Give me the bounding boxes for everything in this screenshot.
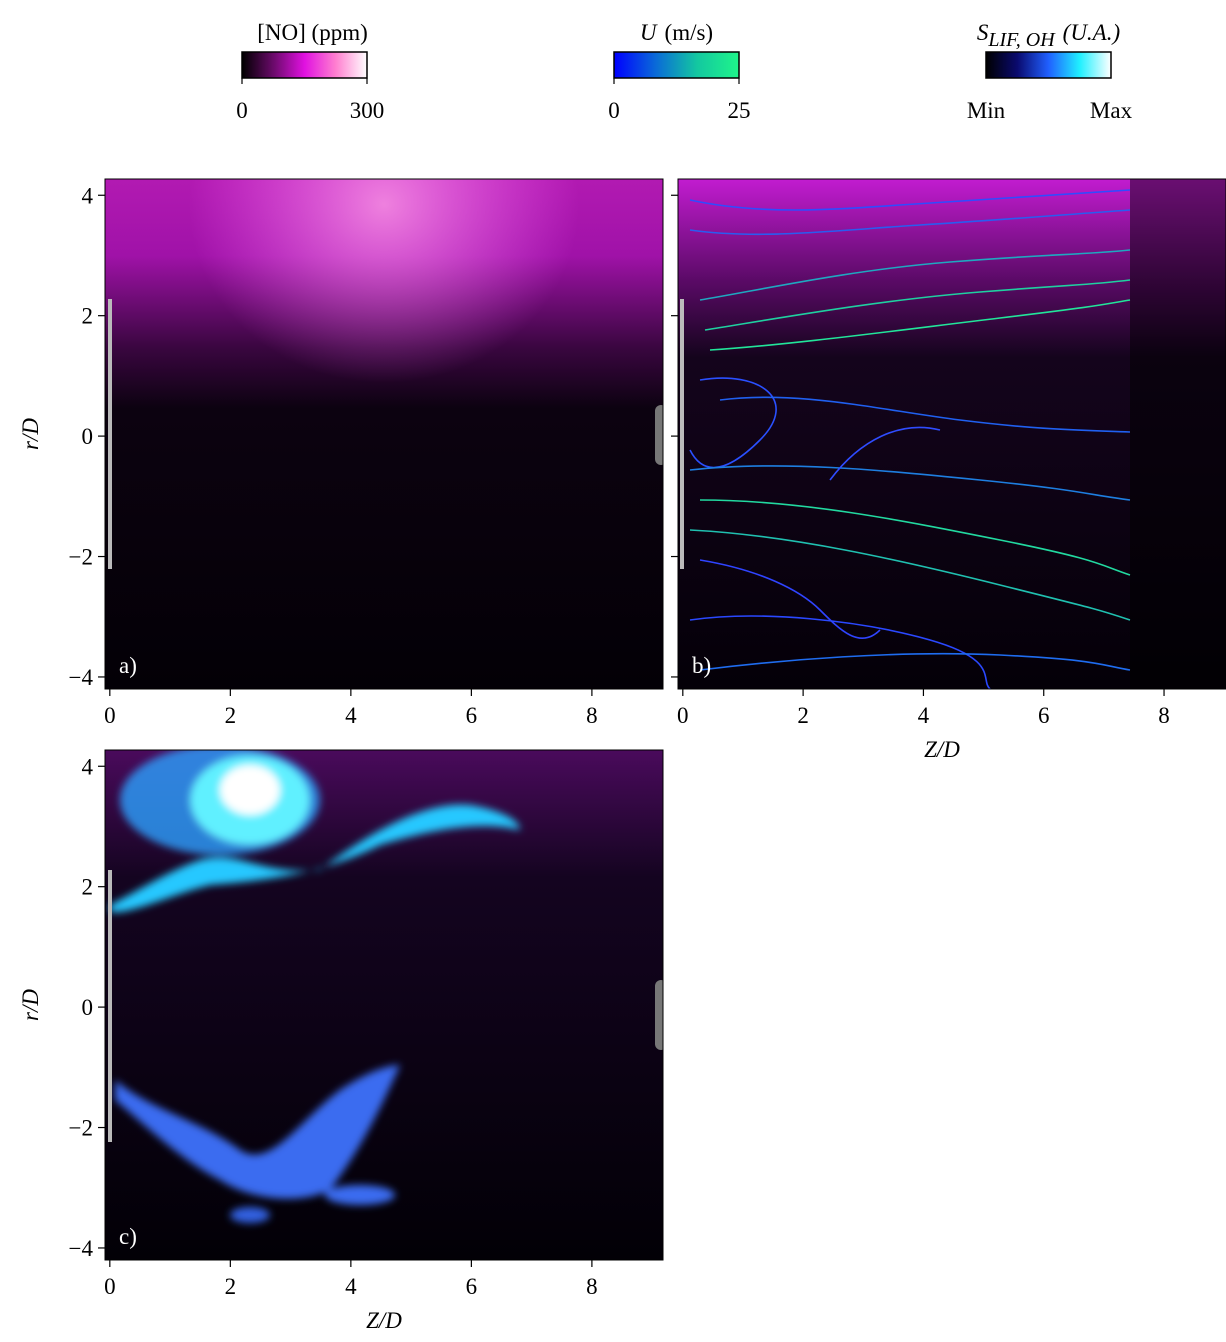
title-symbol: U — [640, 20, 658, 45]
y-tick-label: −2 — [69, 545, 93, 570]
y-tick-label: −4 — [69, 665, 94, 690]
colorbar-title: [NO] (ppm) — [257, 20, 368, 45]
y-tick-label: 0 — [82, 995, 94, 1020]
x-tick-label: 2 — [225, 1274, 237, 1299]
x-tick-label: 8 — [1158, 703, 1170, 728]
panel-label: b) — [692, 653, 711, 678]
tick-label: 25 — [728, 98, 751, 123]
title-sub: LIF, OH — [987, 29, 1056, 51]
axes-frame — [104, 178, 664, 690]
x-tick-label: 6 — [466, 1274, 478, 1299]
panel-label: c) — [119, 1224, 137, 1249]
x-tick-label: 2 — [225, 703, 237, 728]
y-axis-label: r/D — [18, 989, 43, 1021]
colorbar — [241, 51, 368, 79]
y-tick-label: 4 — [82, 754, 94, 779]
panel-label: a) — [119, 653, 137, 678]
x-tick-label: 4 — [345, 1274, 357, 1299]
x-tick-label: 2 — [797, 703, 809, 728]
injector — [680, 299, 684, 569]
panel-b-image — [678, 179, 1226, 690]
panel-c-image — [105, 750, 663, 1260]
y-tick-label: −4 — [69, 1236, 94, 1261]
y-tick-label: 2 — [82, 304, 94, 329]
x-tick-label: 8 — [586, 1274, 598, 1299]
tick-label: Max — [1090, 98, 1133, 123]
colorbar — [613, 51, 740, 79]
y-tick-label: 2 — [82, 875, 94, 900]
title-text: [NO] (ppm) — [257, 20, 368, 45]
title-text: (m/s) — [665, 20, 714, 45]
x-tick-label: 0 — [104, 1274, 116, 1299]
panel-a-image — [105, 179, 663, 689]
title-text: (U.A.) — [1063, 20, 1120, 45]
tick-label: 0 — [608, 98, 620, 123]
x-tick-label: 4 — [345, 703, 357, 728]
tick-label: 0 — [236, 98, 248, 123]
colorbar-title: SLIF, OH (U.A.) — [977, 20, 1120, 51]
x-tick-label: 8 — [586, 703, 598, 728]
colorbar — [985, 51, 1112, 79]
x-axis-label: Z/D — [924, 737, 960, 762]
x-tick-label: 0 — [104, 703, 116, 728]
injector — [108, 870, 112, 1142]
x-tick-label: 4 — [918, 703, 930, 728]
colorbar-title: U (m/s) — [640, 20, 713, 45]
x-tick-label: 6 — [1038, 703, 1050, 728]
tick-label: Min — [967, 98, 1006, 123]
axes-frame — [677, 178, 1226, 690]
x-axis-label: Z/D — [366, 1308, 402, 1333]
y-axis-label: r/D — [18, 418, 43, 450]
x-tick-label: 6 — [466, 703, 478, 728]
y-tick-label: −2 — [69, 1116, 93, 1141]
y-tick-label: 0 — [82, 424, 94, 449]
injector — [108, 299, 112, 569]
x-tick-label: 0 — [677, 703, 689, 728]
tick-label: 300 — [350, 98, 385, 123]
axes-frame — [104, 749, 664, 1261]
y-tick-label: 4 — [82, 183, 94, 208]
title-symbol: S — [977, 20, 989, 45]
